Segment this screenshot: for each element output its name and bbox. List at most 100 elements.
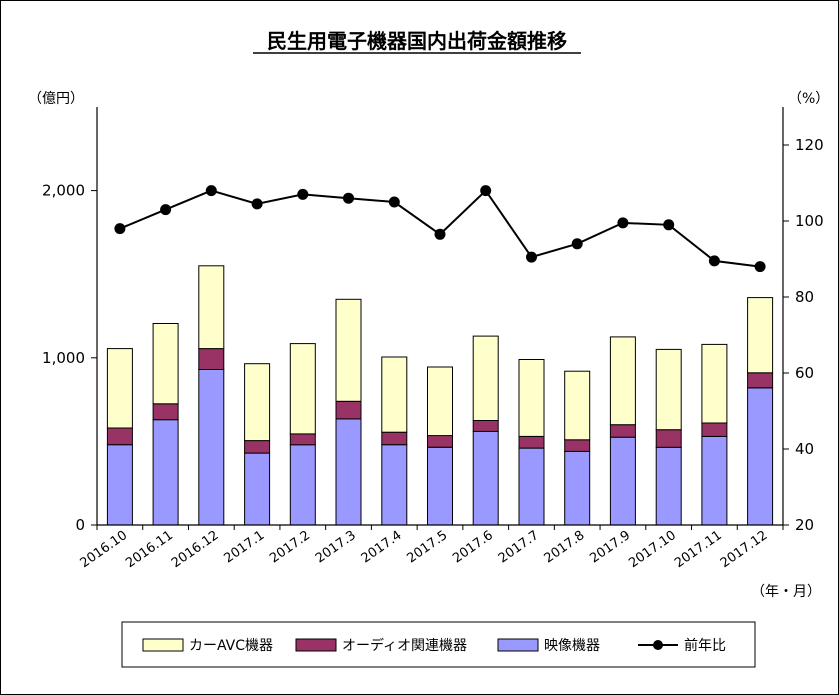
bar-segment-car-avc-2017.3 [335, 298, 362, 402]
point-yoy-2017.3 [343, 192, 354, 204]
bar-segment-car-avc-2017.2 [289, 343, 316, 435]
bar-segment-video-2017.12 [747, 387, 774, 526]
legend-swatch [497, 638, 539, 652]
point-yoy-2017.1 [251, 198, 263, 210]
legend-label: オーディオ関連機器 [342, 637, 467, 654]
legend-swatch [142, 638, 184, 652]
x-tick-label: 2017.6 [450, 528, 496, 566]
x-tick-label: 2017.3 [313, 528, 359, 566]
bar-segment-car-avc-2017.10 [655, 348, 682, 431]
bar-segment-video-2017.6 [472, 430, 499, 526]
y-left-tick-label: 0 [75, 516, 85, 534]
point-yoy-2016.12 [205, 185, 217, 197]
y-right-tick-label: 60 [795, 364, 814, 382]
bar-segment-audio-2017.12 [747, 372, 774, 389]
point-yoy-2017.8 [571, 238, 583, 250]
bar-segment-audio-2016.12 [198, 348, 225, 371]
y-right-tick-label: 100 [795, 212, 824, 230]
x-tick-label: 2017.8 [542, 528, 588, 566]
x-tick-label: 2017.5 [404, 528, 450, 566]
bar-segment-audio-2017.11 [701, 422, 728, 437]
legend: カーAVC機器 オーディオ関連機器 映像機器 前年比 [121, 621, 756, 668]
bar-segment-video-2017.11 [701, 435, 728, 526]
bar-segment-car-avc-2017.8 [564, 370, 591, 441]
bar-segment-car-avc-2017.5 [427, 366, 453, 437]
point-yoy-2017.2 [297, 188, 309, 200]
y-right-tick-label: 20 [795, 516, 814, 534]
y-right-tick-label: 40 [795, 440, 814, 458]
x-tick-label: 2017.9 [587, 528, 633, 566]
bar-segment-video-2017.9 [609, 436, 636, 526]
legend-swatch [295, 638, 337, 652]
x-tick-label: 2016.12 [169, 528, 222, 571]
bars-layer [106, 265, 774, 526]
x-tick-label: 2017.12 [718, 528, 771, 571]
bar-segment-audio-2016.10 [106, 427, 133, 446]
bar-segment-audio-2017.3 [335, 400, 362, 420]
bar-segment-car-avc-2017.12 [747, 297, 774, 374]
legend-marker [653, 640, 663, 650]
point-yoy-2017.9 [617, 217, 629, 229]
bar-segment-car-avc-2017.6 [472, 335, 499, 422]
bar-segment-audio-2017.4 [381, 431, 408, 446]
point-yoy-2017.4 [388, 196, 400, 208]
x-tick-label: 2017.4 [359, 528, 405, 566]
point-yoy-2017.6 [480, 185, 492, 197]
bar-segment-video-2017.5 [427, 446, 453, 526]
bar-segment-video-2016.12 [198, 369, 225, 526]
axes-layer [91, 107, 789, 530]
y-right-tick-label: 80 [795, 288, 814, 306]
bar-segment-audio-2017.7 [518, 435, 545, 449]
y-left-unit-label: （億円） [28, 91, 84, 107]
bar-segment-audio-2017.5 [427, 435, 453, 448]
x-tick-label: 2017.7 [496, 528, 542, 566]
point-yoy-2016.11 [160, 204, 172, 216]
bar-segment-audio-2017.6 [472, 420, 499, 432]
legend-label: 前年比 [684, 637, 726, 654]
y-right-tick-label: 120 [795, 136, 824, 154]
bar-segment-video-2017.7 [518, 447, 545, 526]
y-left-tick-label: 1,000 [42, 349, 85, 367]
bar-segment-video-2017.4 [381, 444, 408, 526]
legend-label: 映像機器 [544, 638, 600, 654]
bar-segment-video-2017.2 [289, 444, 316, 526]
point-yoy-2016.10 [114, 223, 126, 235]
y-right-unit-label: （%） [788, 91, 829, 107]
x-tick-label: 2016.10 [78, 528, 131, 571]
bar-segment-audio-2017.9 [609, 424, 636, 438]
bar-segment-video-2017.8 [564, 450, 591, 526]
bar-segment-car-avc-2017.4 [381, 356, 408, 433]
point-yoy-2017.12 [754, 261, 766, 273]
x-tick-label: 2017.1 [221, 528, 267, 566]
bar-segment-car-avc-2016.12 [198, 265, 225, 350]
bar-segment-audio-2017.2 [289, 433, 316, 446]
bar-segment-car-avc-2016.10 [106, 348, 133, 429]
x-tick-label: 2017.2 [267, 528, 313, 566]
point-yoy-2017.7 [526, 251, 537, 263]
chart-title: 民生用電子機器国内出荷金額推移 [267, 29, 567, 53]
bar-segment-video-2017.1 [244, 452, 271, 526]
bar-segment-video-2017.10 [655, 446, 682, 526]
point-yoy-2017.11 [708, 255, 720, 267]
bar-segment-audio-2017.10 [655, 429, 682, 448]
bar-segment-audio-2017.8 [564, 439, 591, 452]
line-layer [114, 185, 766, 273]
legend-label: カーAVC機器 [189, 638, 273, 654]
legend-items: カーAVC機器 オーディオ関連機器 映像機器 前年比 [142, 637, 726, 654]
x-tick-label: 2017.11 [672, 528, 725, 571]
bar-segment-car-avc-2017.9 [609, 336, 636, 426]
bar-segment-car-avc-2016.11 [152, 323, 179, 405]
bar-segment-video-2016.11 [152, 419, 179, 526]
line-yoy-ratio [119, 189, 761, 268]
bar-segment-audio-2017.1 [244, 440, 271, 454]
x-tick-label: 2017.10 [626, 528, 679, 571]
x-unit-label: （年・月） [751, 584, 821, 600]
bar-segment-car-avc-2017.11 [701, 343, 728, 424]
bar-segment-video-2016.10 [106, 444, 133, 526]
y-left-tick-label: 2,000 [42, 182, 85, 200]
x-tick-label: 2016.11 [123, 528, 176, 571]
bar-segment-car-avc-2017.7 [518, 359, 545, 437]
bar-segment-video-2017.3 [335, 418, 362, 526]
bar-segment-car-avc-2017.1 [244, 363, 271, 442]
